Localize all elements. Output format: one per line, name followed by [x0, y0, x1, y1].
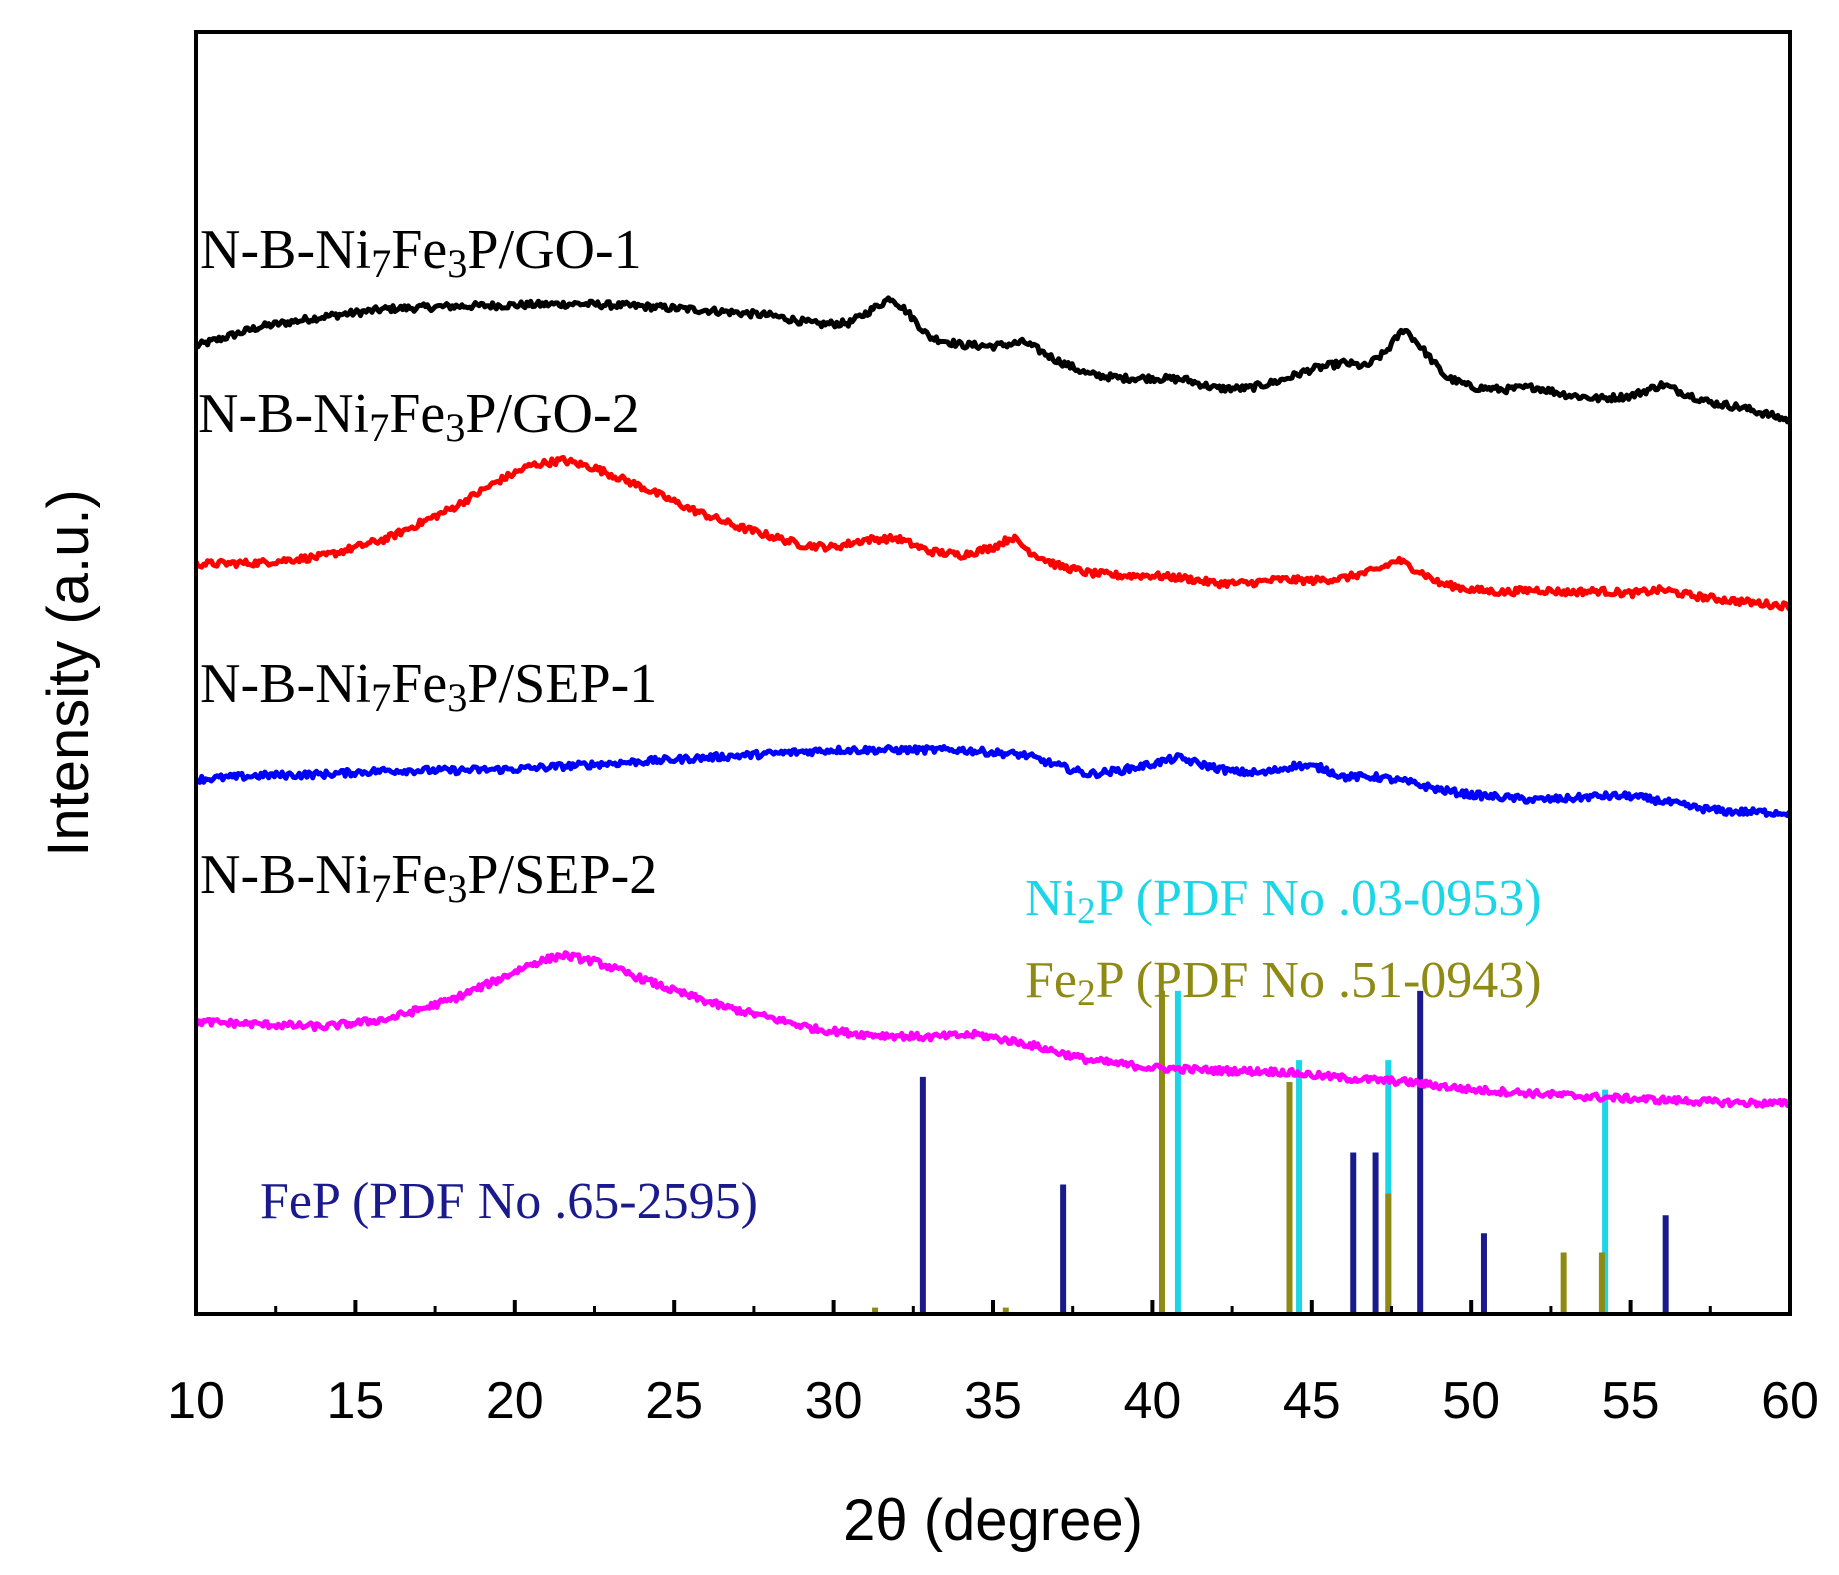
series-label-3-part-1: 7: [371, 866, 391, 911]
series-label-2-part-2: Fe: [391, 653, 447, 715]
ref-label-fep: FeP (PDF No .65-2595): [260, 1173, 758, 1230]
series-label-0-part-2: Fe: [391, 219, 447, 281]
ref-label-2-part-0: Fe: [1025, 952, 1077, 1009]
reference-patterns: [872, 990, 1669, 1314]
series-curve-n-b-ni7fe3p-go-2: [193, 454, 1792, 612]
x-tick-label-25: 25: [645, 1372, 703, 1430]
x-tick-label-20: 20: [486, 1372, 544, 1430]
series-label-0-part-0: N-B-Ni: [200, 219, 371, 281]
ref-label-0-part-0: FeP (PDF No .65-2595): [260, 1173, 758, 1230]
x-tick-label-50: 50: [1442, 1372, 1500, 1430]
series-labels: N-B-Ni7Fe3P/GO-1N-B-Ni7Fe3P/GO-2N-B-Ni7F…: [198, 219, 1542, 1230]
x-tick-label-45: 45: [1283, 1372, 1341, 1430]
series-label-2-part-1: 7: [371, 675, 391, 720]
series-label-1-part-0: N-B-Ni: [198, 383, 369, 445]
series-label-n-b-ni7fe3p-sep-1: N-B-Ni7Fe3P/SEP-1: [200, 653, 657, 720]
series-label-3-part-0: N-B-Ni: [200, 844, 371, 906]
series-label-0-part-4: P/GO-1: [467, 219, 641, 281]
x-tick-label-30: 30: [805, 1372, 863, 1430]
series-label-1-part-2: Fe: [389, 383, 445, 445]
series-label-3-part-4: P/SEP-2: [467, 844, 657, 906]
x-tick-label-35: 35: [964, 1372, 1022, 1430]
series-curve-n-b-ni7fe3p-sep-1: [195, 744, 1792, 819]
series-label-1-part-4: P/GO-2: [465, 383, 639, 445]
series-label-1-part-3: 3: [445, 405, 465, 450]
ref-label-2-part-1: 2: [1077, 973, 1096, 1014]
ref-label-2-part-2: P (PDF No .51-0943): [1096, 952, 1542, 1009]
series-label-n-b-ni7fe3p-sep-2: N-B-Ni7Fe3P/SEP-2: [200, 844, 657, 911]
x-tick-label-15: 15: [326, 1372, 384, 1430]
series-label-2-part-3: 3: [447, 675, 467, 720]
series-label-2-part-0: N-B-Ni: [200, 653, 371, 715]
ref-label-1-part-2: P (PDF No .03-0953): [1096, 870, 1542, 927]
ref-label-ni2p: Ni2P (PDF No .03-0953): [1025, 870, 1542, 932]
series-curve-n-b-ni7fe3p-go-1: [194, 295, 1792, 425]
ref-label-1-part-0: Ni: [1025, 870, 1077, 927]
series-label-2-part-4: P/SEP-1: [467, 653, 657, 715]
series-label-n-b-ni7fe3p-go-2: N-B-Ni7Fe3P/GO-2: [198, 383, 640, 450]
ref-label-fe2p: Fe2P (PDF No .51-0943): [1025, 952, 1542, 1014]
x-axis-ticks: 10 15 20 25 30 35 40 45 50 55 60: [167, 1300, 1819, 1430]
x-tick-label-10: 10: [167, 1372, 225, 1430]
ref-label-1-part-1: 2: [1077, 891, 1096, 932]
y-axis-title: Intensity (a.u.): [36, 489, 101, 856]
x-tick-label-40: 40: [1123, 1372, 1181, 1430]
series-label-0-part-1: 7: [371, 241, 391, 286]
x-tick-label-60: 60: [1761, 1372, 1819, 1430]
xrd-curves: [193, 295, 1792, 1109]
series-curve-n-b-ni7fe3p-sep-2: [193, 950, 1791, 1109]
x-axis-title: 2θ (degree): [843, 1488, 1143, 1553]
series-label-3-part-2: Fe: [391, 844, 447, 906]
series-label-3-part-3: 3: [447, 866, 467, 911]
series-label-0-part-3: 3: [447, 241, 467, 286]
series-label-n-b-ni7fe3p-go-1: N-B-Ni7Fe3P/GO-1: [200, 219, 642, 286]
x-tick-label-55: 55: [1602, 1372, 1660, 1430]
series-label-1-part-1: 7: [369, 405, 389, 450]
